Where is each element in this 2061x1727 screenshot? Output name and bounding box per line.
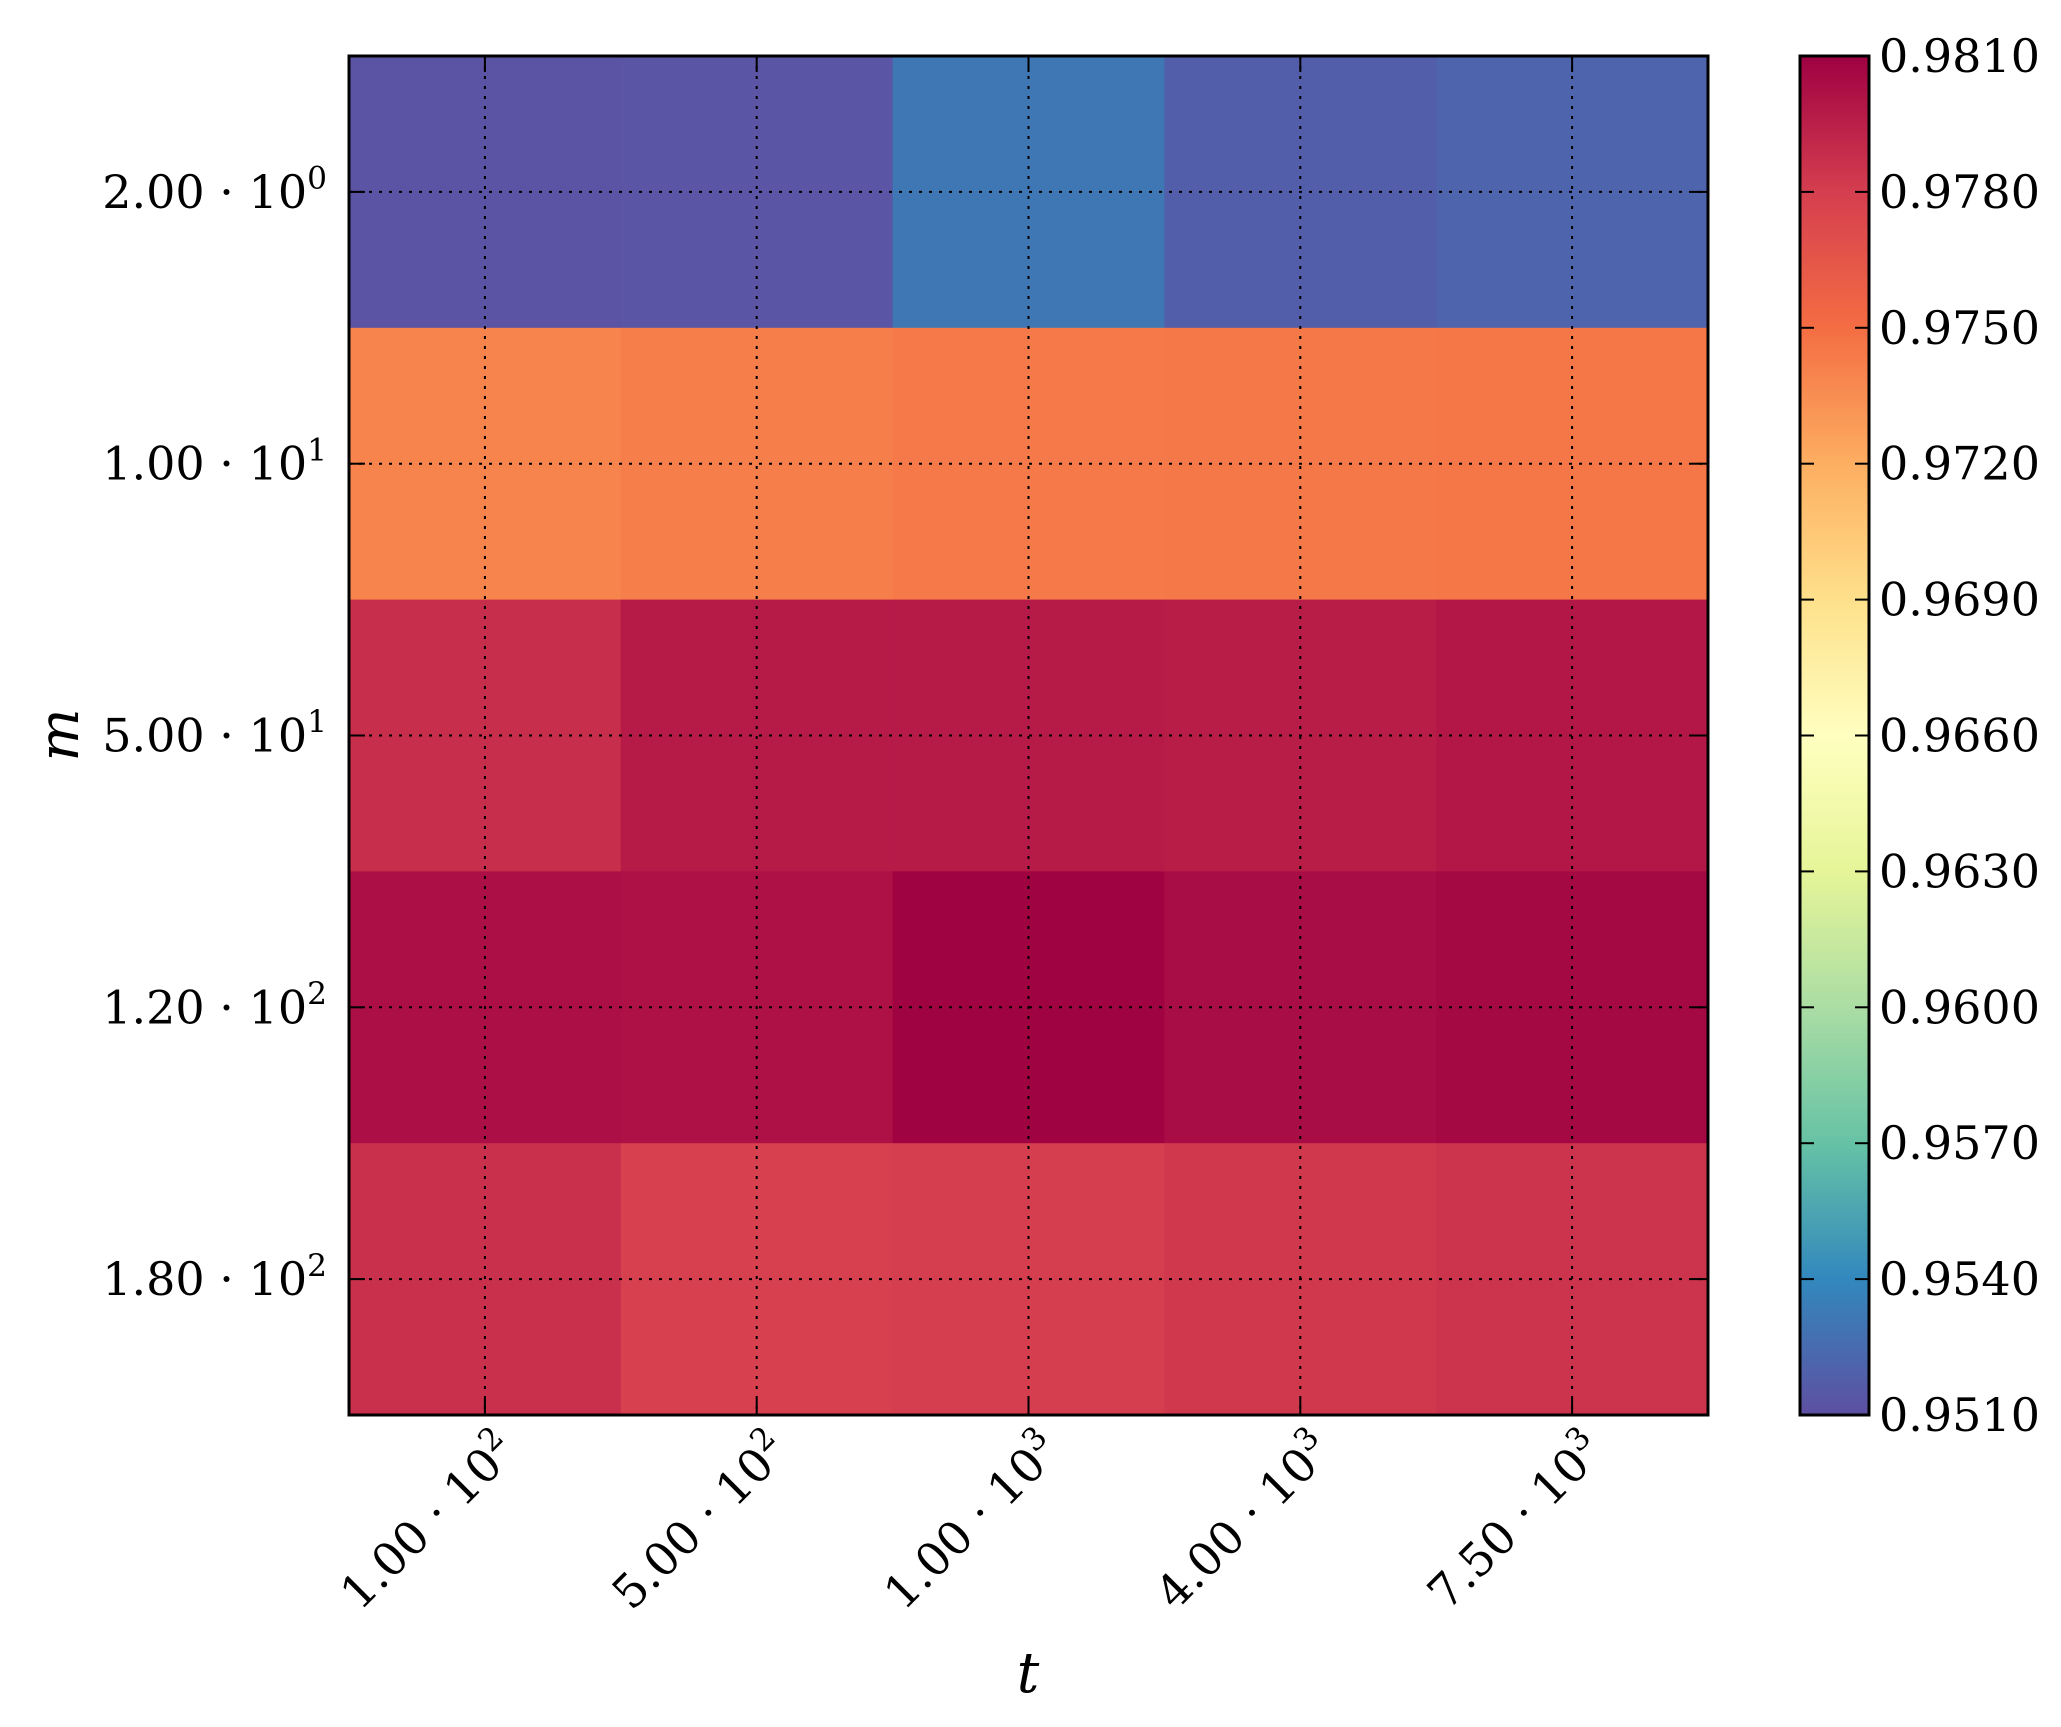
x-tick-label: 7.50 · 103	[1414, 1420, 1614, 1620]
x-axis-label: t	[1017, 1641, 1040, 1706]
colorbar-tick-label: 0.9690	[1879, 573, 2040, 627]
heatmap-cell	[1436, 1143, 1709, 1416]
y-tick-label: 2.00 · 100	[102, 161, 327, 219]
colorbar-tick-label: 0.9780	[1879, 165, 2040, 219]
grid-lines	[349, 56, 1708, 1415]
y-tick-label: 1.80 · 102	[102, 1248, 327, 1306]
colorbar-tick-label: 0.9720	[1879, 437, 2040, 491]
colorbar-tick-label: 0.9750	[1879, 301, 2040, 355]
y-axis-label: m	[27, 708, 92, 761]
y-tick-label: 1.20 · 102	[102, 976, 327, 1034]
colorbar-ticks: 0.9510 0.9540 0.9570 0.9600 0.9630 0.9660 0.96…	[1800, 29, 2040, 1442]
colorbar-tick-label: 0.9810	[1879, 29, 2040, 83]
y-tick-label: 1.00 · 101	[102, 432, 327, 490]
heatmap-cell	[349, 56, 622, 329]
heatmap-cell	[620, 327, 894, 601]
y-tick-label: 5.00 · 101	[102, 704, 327, 762]
colorbar-tick-label: 0.9570	[1879, 1116, 2040, 1170]
heatmap-cells	[349, 56, 1709, 1416]
heatmap-cell	[892, 1143, 1165, 1416]
colorbar-tick-label: 0.9510	[1879, 1388, 2040, 1442]
colorbar-tick-label: 0.9540	[1879, 1252, 2040, 1306]
colorbar-tick-label: 0.9660	[1879, 709, 2040, 763]
colorbar-tick-label: 0.9600	[1879, 980, 2040, 1034]
x-tick-label: 5.00 · 102	[598, 1420, 798, 1620]
x-tick-label: 1.00 · 103	[870, 1420, 1070, 1620]
y-axis-ticks: 2.00 · 100 1.00 · 101 5.00 · 101 1.20 · 102…	[102, 161, 1708, 1306]
heatmap-cell	[892, 599, 1165, 872]
heatmap-cell	[1436, 599, 1709, 872]
colorbar-tick-label: 0.9630	[1879, 844, 2040, 898]
x-tick-label: 1.00 · 102	[327, 1420, 527, 1620]
heatmap-cell	[620, 56, 894, 329]
x-tick-label: 4.00 · 103	[1142, 1420, 1342, 1620]
heatmap-cell	[349, 327, 622, 601]
